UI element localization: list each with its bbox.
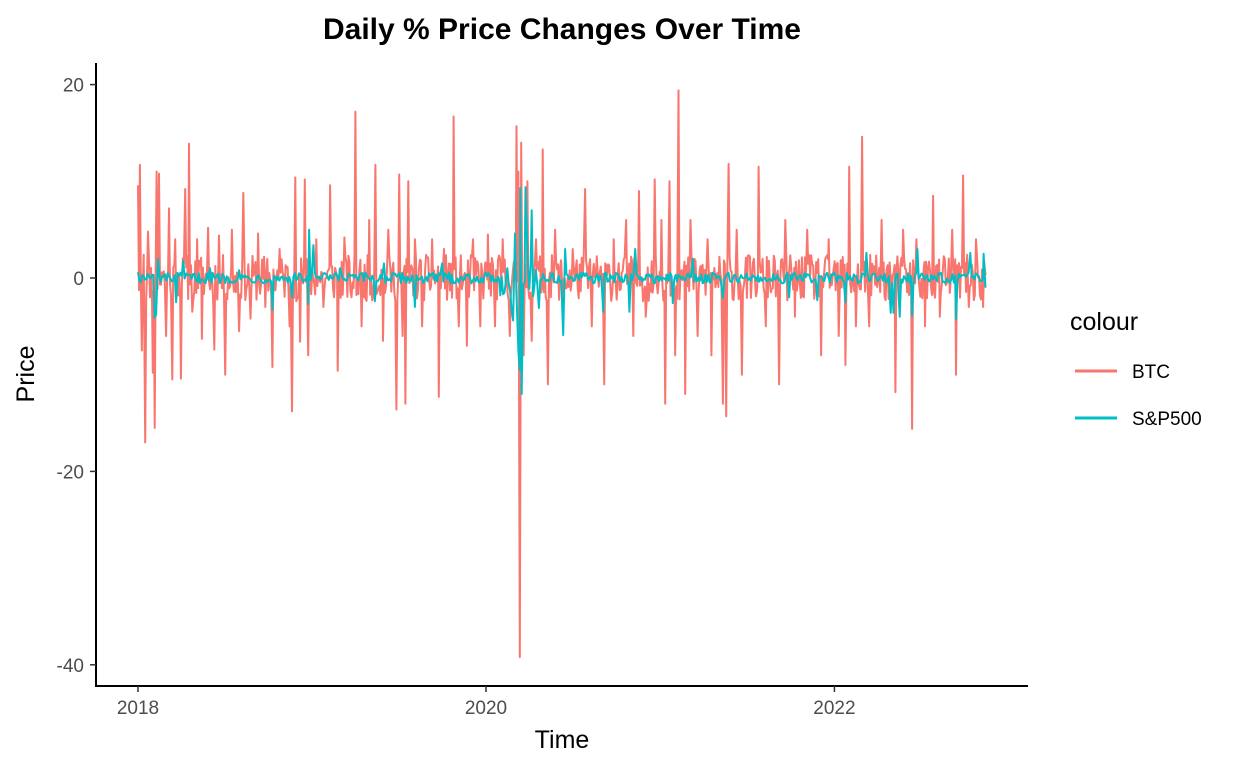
y-tick-label: -40	[57, 656, 84, 677]
legend-title: colour	[1070, 308, 1138, 336]
y-axis-title: Price	[12, 346, 40, 403]
series-layer	[137, 89, 987, 659]
y-tick-label: 20	[63, 76, 84, 97]
legend-item-sp500: S&P500	[1075, 409, 1202, 430]
legend-item-btc: BTC	[1075, 362, 1170, 383]
legend-label-sp500: S&P500	[1132, 409, 1202, 430]
x-tick-label: 2022	[813, 698, 855, 719]
y-tick-label: 0	[73, 269, 84, 290]
x-tick-label: 2020	[465, 698, 507, 719]
legend: colour BTC S&P500	[1070, 308, 1202, 430]
plot-area: 20 0 -20 -40 2018 2020 2022	[57, 63, 1028, 719]
y-tick-label: -20	[57, 462, 84, 483]
chart-title: Daily % Price Changes Over Time	[323, 13, 801, 46]
x-tick-label: 2018	[117, 698, 159, 719]
y-axis-ticks: 20 0 -20 -40	[57, 76, 96, 677]
legend-label-btc: BTC	[1132, 362, 1170, 383]
x-axis-title: Time	[535, 726, 590, 754]
x-axis-ticks: 2018 2020 2022	[117, 686, 856, 719]
series-line-sp500	[137, 186, 987, 395]
series-line-btc	[137, 89, 987, 659]
